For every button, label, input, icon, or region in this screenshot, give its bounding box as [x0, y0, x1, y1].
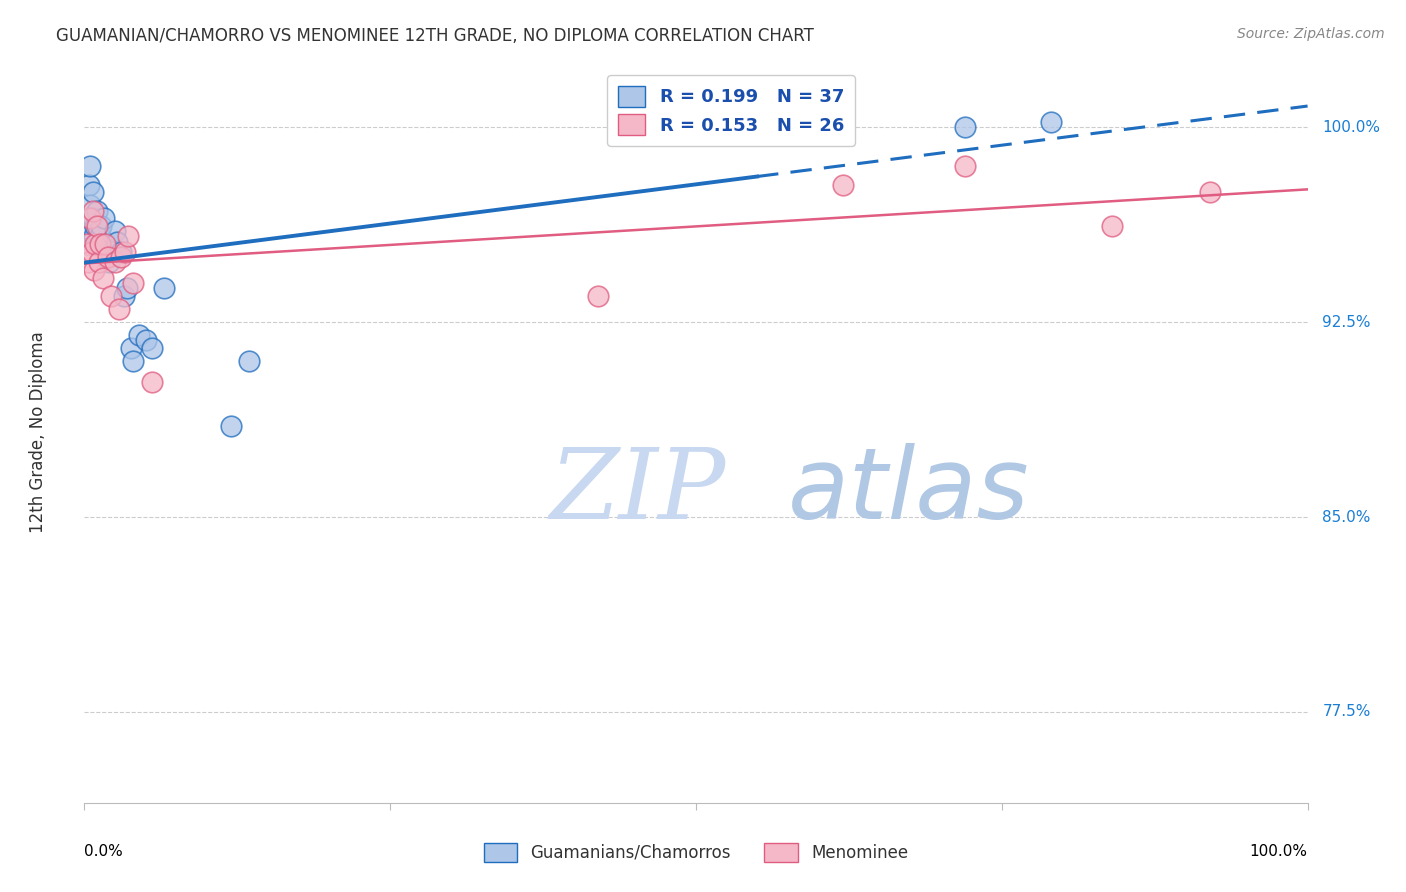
Point	[93, 211, 115, 226]
Point	[97, 255, 120, 269]
Point	[86, 203, 108, 218]
Legend: Guamanians/Chamorros, Menominee: Guamanians/Chamorros, Menominee	[477, 836, 915, 869]
Point	[219, 419, 242, 434]
Point	[77, 211, 100, 226]
Text: 77.5%: 77.5%	[1322, 705, 1371, 719]
Point	[831, 115, 853, 129]
Text: 92.5%: 92.5%	[1322, 315, 1371, 330]
Point	[87, 237, 110, 252]
Point	[953, 159, 976, 173]
Point	[831, 178, 853, 192]
Point	[110, 250, 132, 264]
Text: 100.0%: 100.0%	[1322, 120, 1381, 135]
Point	[120, 341, 142, 355]
Text: GUAMANIAN/CHAMORRO VS MENOMINEE 12TH GRADE, NO DIPLOMA CORRELATION CHART: GUAMANIAN/CHAMORRO VS MENOMINEE 12TH GRA…	[56, 27, 814, 45]
Text: 12th Grade, No Diploma: 12th Grade, No Diploma	[30, 332, 46, 533]
Point	[1101, 219, 1123, 233]
Point	[82, 203, 104, 218]
Point	[97, 250, 120, 264]
Point	[79, 211, 101, 226]
Point	[117, 229, 139, 244]
Point	[96, 250, 118, 264]
Point	[77, 178, 100, 192]
Point	[87, 255, 110, 269]
Point	[83, 229, 105, 244]
Point	[112, 289, 135, 303]
Text: 85.0%: 85.0%	[1322, 509, 1371, 524]
Point	[104, 255, 127, 269]
Text: 0.0%: 0.0%	[84, 844, 124, 858]
Point	[586, 289, 609, 303]
Point	[80, 224, 103, 238]
Point	[87, 224, 110, 238]
Text: 100.0%: 100.0%	[1250, 844, 1308, 858]
Point	[89, 237, 111, 252]
Text: Source: ZipAtlas.com: Source: ZipAtlas.com	[1237, 27, 1385, 41]
Point	[100, 289, 122, 303]
Point	[83, 263, 105, 277]
Point	[90, 219, 112, 233]
Point	[79, 198, 101, 212]
Point	[82, 186, 104, 200]
Point	[80, 245, 103, 260]
Point	[953, 120, 976, 135]
Point	[114, 245, 136, 260]
Point	[84, 237, 107, 252]
Point	[86, 237, 108, 252]
Point	[1198, 186, 1220, 200]
Point	[105, 235, 128, 249]
Point	[122, 354, 145, 368]
Point	[1039, 115, 1062, 129]
Point	[86, 219, 108, 233]
Text: atlas: atlas	[787, 443, 1029, 541]
Point	[104, 224, 127, 238]
Point	[76, 237, 98, 252]
Point	[110, 245, 132, 260]
Point	[115, 281, 138, 295]
Point	[153, 281, 176, 295]
Point	[91, 271, 114, 285]
Point	[135, 334, 157, 348]
Point	[89, 229, 111, 244]
Point	[107, 302, 129, 317]
Text: ZIP: ZIP	[550, 444, 725, 540]
Point	[76, 237, 98, 252]
Point	[141, 375, 163, 389]
Point	[82, 211, 104, 226]
Point	[100, 245, 122, 260]
Point	[141, 341, 163, 355]
Point	[94, 237, 117, 252]
Point	[238, 354, 260, 368]
Point	[77, 255, 100, 269]
Point	[128, 328, 150, 343]
Point	[91, 237, 114, 252]
Point	[79, 159, 101, 173]
Point	[84, 219, 107, 233]
Point	[122, 277, 145, 291]
